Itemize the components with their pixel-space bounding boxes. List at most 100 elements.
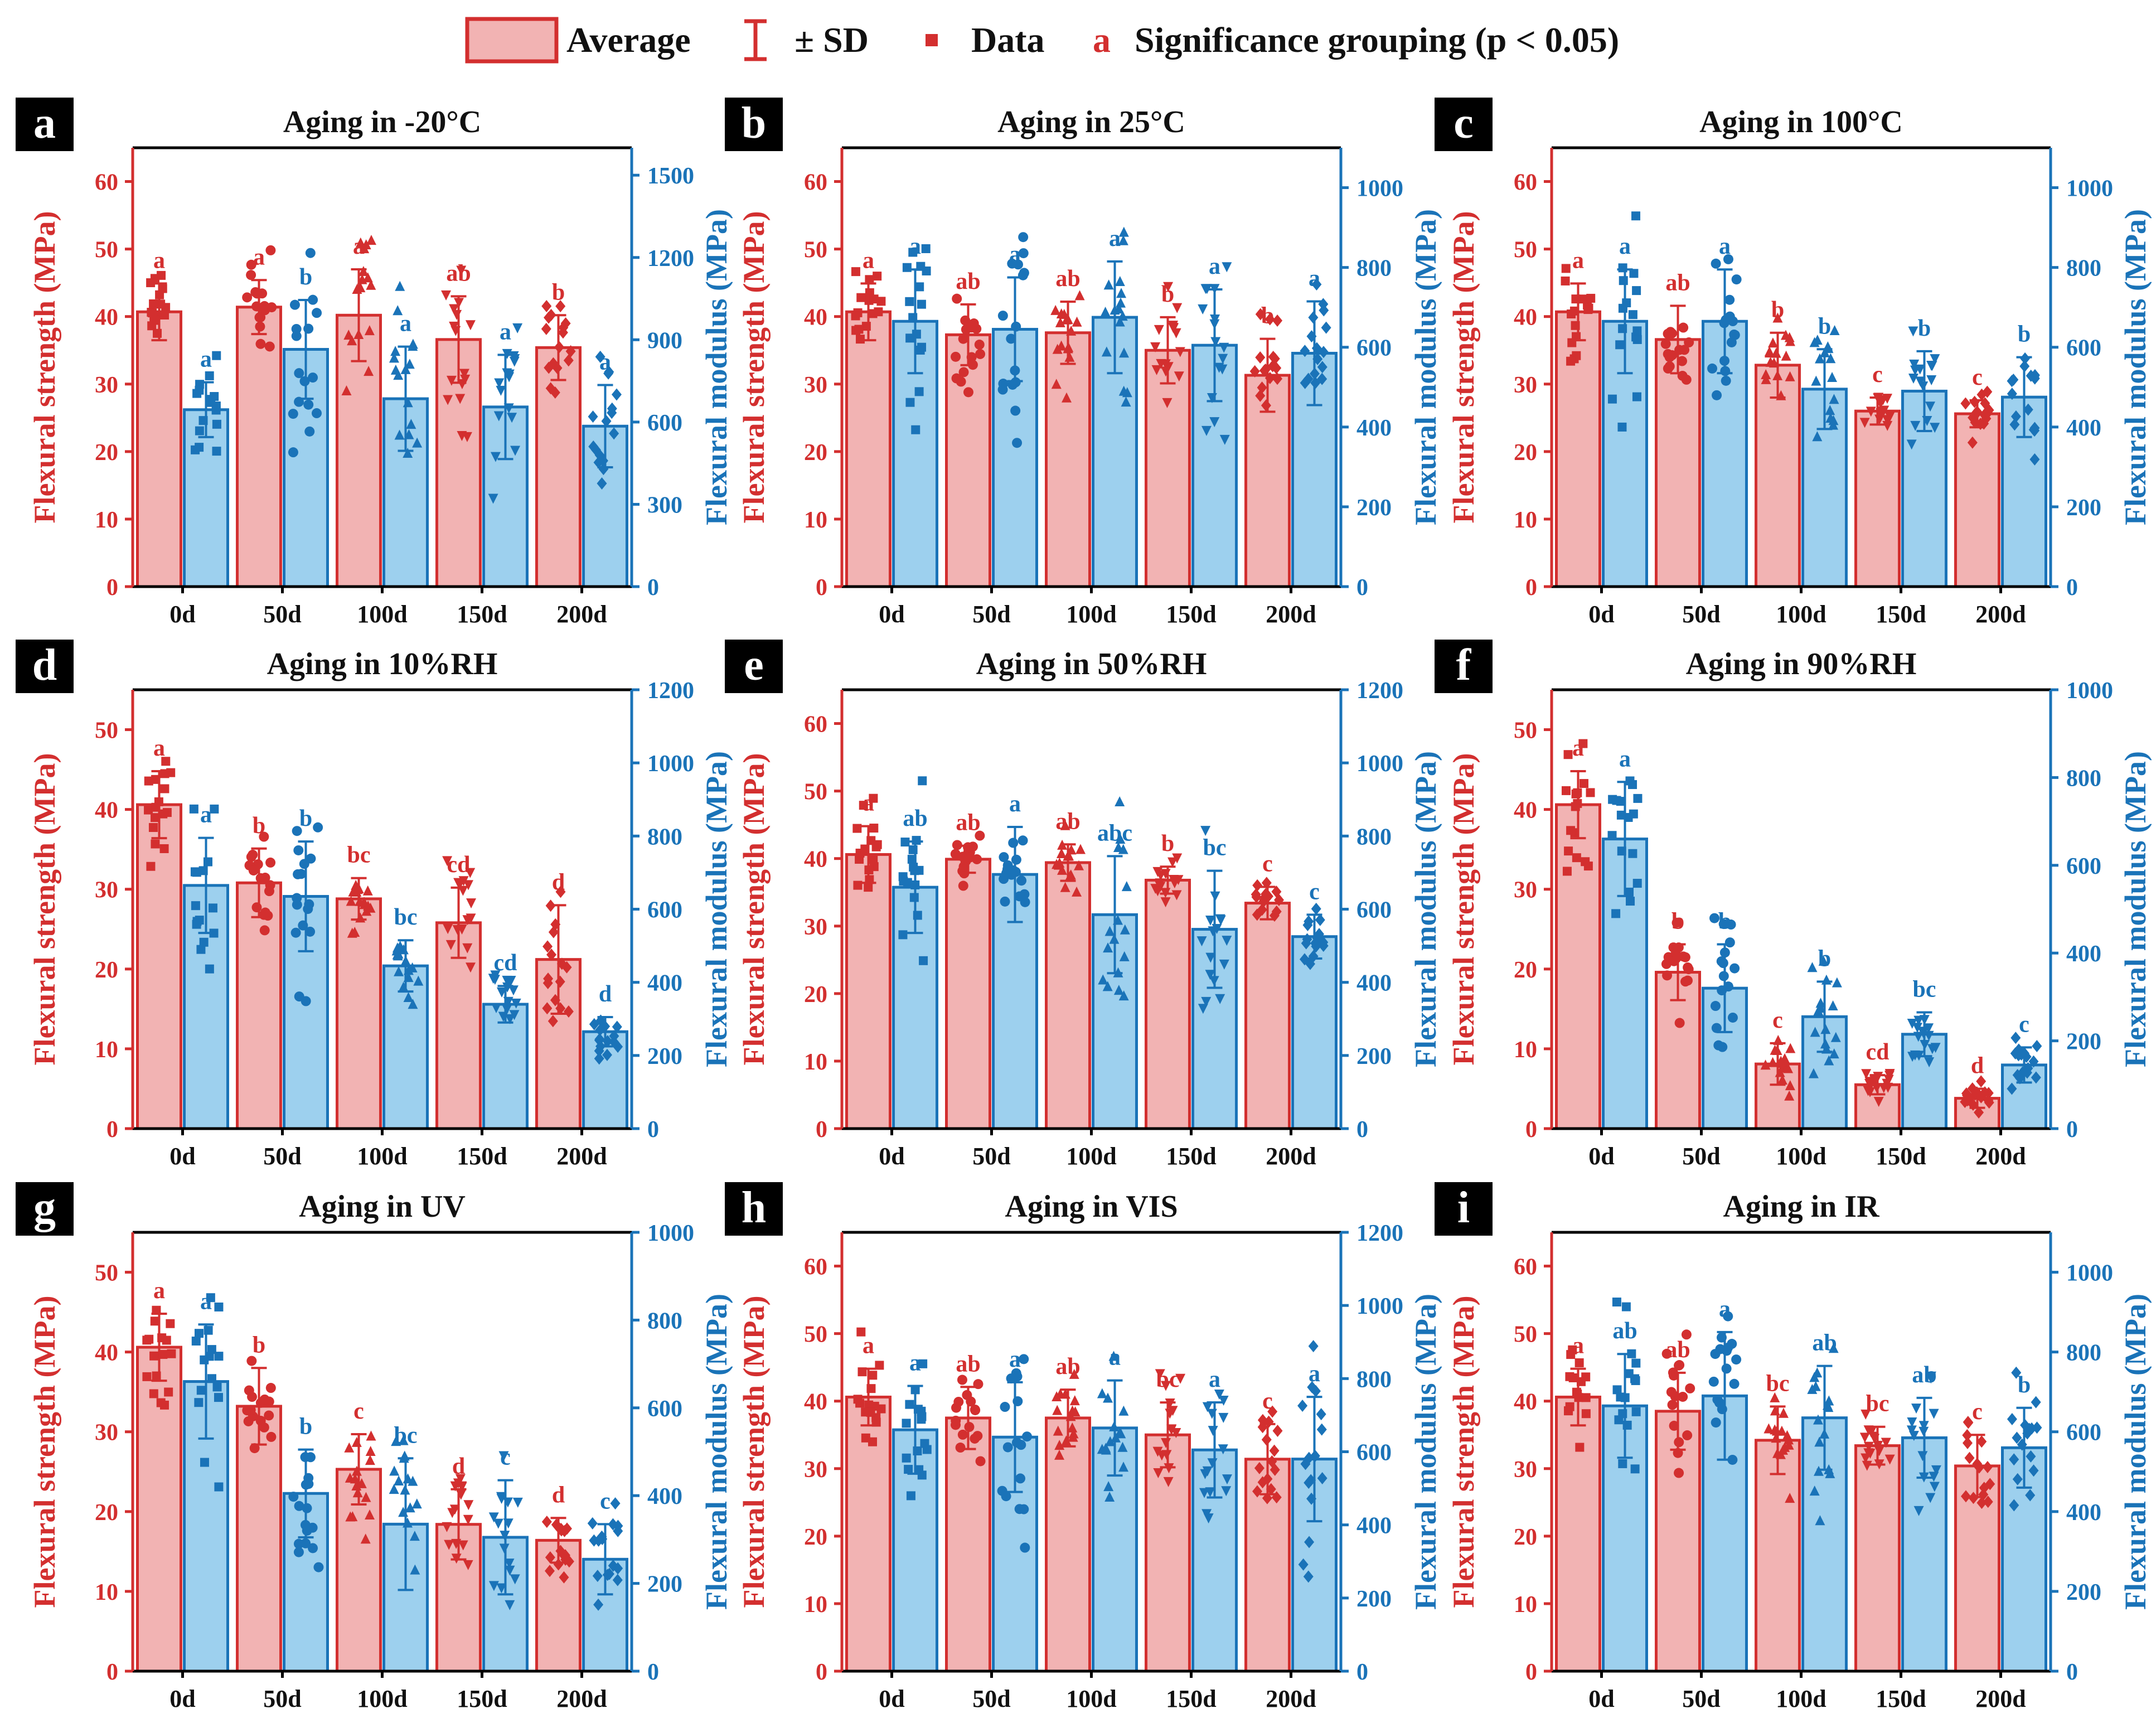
data-point [214, 1302, 224, 1312]
data-point [852, 824, 862, 833]
data-point [1108, 1351, 1119, 1361]
data-point [508, 351, 519, 361]
data-point [1115, 1427, 1125, 1438]
data-point [1111, 1432, 1121, 1443]
data-point [1321, 321, 1331, 334]
y-tick-label-right: 0 [647, 1659, 659, 1685]
data-point [146, 862, 156, 871]
data-point [160, 784, 169, 793]
data-point [1819, 1428, 1830, 1439]
data-point [505, 1014, 515, 1024]
y-axis-label-right: Flexural modulus (MPa) [2119, 1294, 2152, 1610]
data-point [2025, 1489, 2036, 1502]
data-point [864, 883, 873, 892]
data-point [1618, 1459, 1627, 1468]
data-point [1222, 936, 1232, 946]
y-tick-label-left: 10 [95, 1580, 118, 1605]
data-point [1308, 311, 1319, 324]
data-point [305, 926, 316, 937]
data-point [1660, 338, 1671, 349]
data-point [952, 293, 962, 304]
data-point [159, 844, 169, 853]
data-point [958, 862, 969, 872]
y-tick-label-right: 800 [2066, 766, 2101, 791]
data-point [1263, 890, 1273, 903]
data-point [1051, 379, 1062, 389]
data-point [1985, 1478, 1995, 1490]
data-point [1214, 362, 1224, 373]
y-tick-label-right: 400 [2066, 941, 2101, 967]
data-point [2010, 1047, 2021, 1060]
y-tick-label-right: 400 [1356, 415, 1392, 441]
y-tick-label-left: 50 [1514, 718, 1537, 744]
data-point [917, 1412, 927, 1421]
data-point [909, 893, 919, 902]
data-point [503, 403, 514, 414]
data-point [873, 272, 882, 281]
data-point [2009, 1499, 2019, 1512]
data-point [1297, 1400, 1308, 1412]
data-point [588, 440, 599, 453]
y-tick-label-right: 800 [1356, 824, 1392, 850]
panel-letter-badge [725, 98, 783, 151]
chart-title: Aging in 50%RH [976, 647, 1207, 681]
data-point [1907, 1018, 1917, 1029]
data-point [1731, 274, 1742, 285]
data-point [1272, 372, 1283, 385]
significance-label: a [863, 791, 874, 816]
data-point [1267, 360, 1278, 372]
y-tick-label-left: 0 [816, 575, 827, 601]
data-point [365, 1455, 375, 1465]
data-point [1109, 933, 1120, 944]
y-tick-label-right: 1000 [1356, 176, 1403, 202]
data-point [1052, 1391, 1062, 1402]
data-point [559, 1525, 570, 1537]
data-point [1619, 276, 1628, 285]
data-point [312, 308, 322, 318]
data-point [555, 1002, 566, 1015]
data-point [158, 1349, 168, 1359]
y-tick-label-right: 0 [647, 1117, 659, 1143]
data-point [1630, 1464, 1640, 1474]
data-point [364, 366, 374, 376]
data-point [1566, 826, 1576, 835]
data-point [144, 1334, 154, 1344]
data-point [1160, 888, 1171, 898]
y-tick-label-right: 200 [2066, 495, 2101, 521]
data-point [563, 1005, 574, 1018]
panels: a Aging in -20°Caa0dab50daa100daba150dba2… [16, 98, 2152, 1712]
data-point [1620, 1393, 1630, 1402]
data-point [1930, 354, 1940, 365]
data-point [1624, 1369, 1634, 1378]
y-axis-label-left: Flexural strength (MPa) [1447, 211, 1480, 524]
data-point [1976, 1075, 1987, 1088]
data-point [453, 878, 464, 888]
y-tick-label-left: 20 [1514, 1525, 1537, 1550]
y-tick-label-right: 0 [1356, 1117, 1368, 1143]
panel-letter-badge [16, 640, 74, 693]
data-point [405, 1502, 415, 1513]
data-point [958, 880, 968, 891]
data-point [1963, 1092, 1974, 1105]
y-tick-label-right: 800 [1356, 256, 1392, 282]
y-tick-label-left: 0 [1525, 1117, 1537, 1143]
data-point [1711, 1023, 1722, 1033]
data-point [255, 873, 266, 883]
data-point [1057, 839, 1068, 850]
data-point [595, 1040, 606, 1053]
significance-label: b [1771, 297, 1784, 323]
data-point [1168, 321, 1179, 331]
data-point [362, 272, 373, 283]
x-tick-label: 200d [1975, 1685, 2026, 1712]
data-point [496, 987, 507, 998]
data-point [305, 1452, 316, 1463]
data-point [1618, 263, 1627, 273]
data-point [856, 293, 866, 302]
x-tick-label: 50d [263, 1685, 301, 1712]
data-point [1271, 1491, 1282, 1504]
data-point [1581, 1372, 1591, 1382]
y-tick-label-left: 20 [1514, 440, 1537, 466]
data-point [1156, 359, 1166, 369]
data-point [449, 304, 459, 314]
data-point [604, 365, 614, 378]
